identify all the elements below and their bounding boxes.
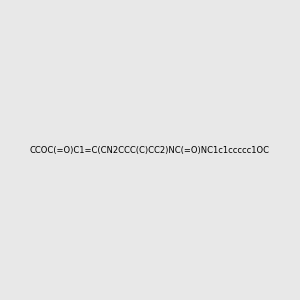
Text: CCOC(=O)C1=C(CN2CCC(C)CC2)NC(=O)NC1c1ccccc1OC: CCOC(=O)C1=C(CN2CCC(C)CC2)NC(=O)NC1c1ccc… [30, 146, 270, 154]
